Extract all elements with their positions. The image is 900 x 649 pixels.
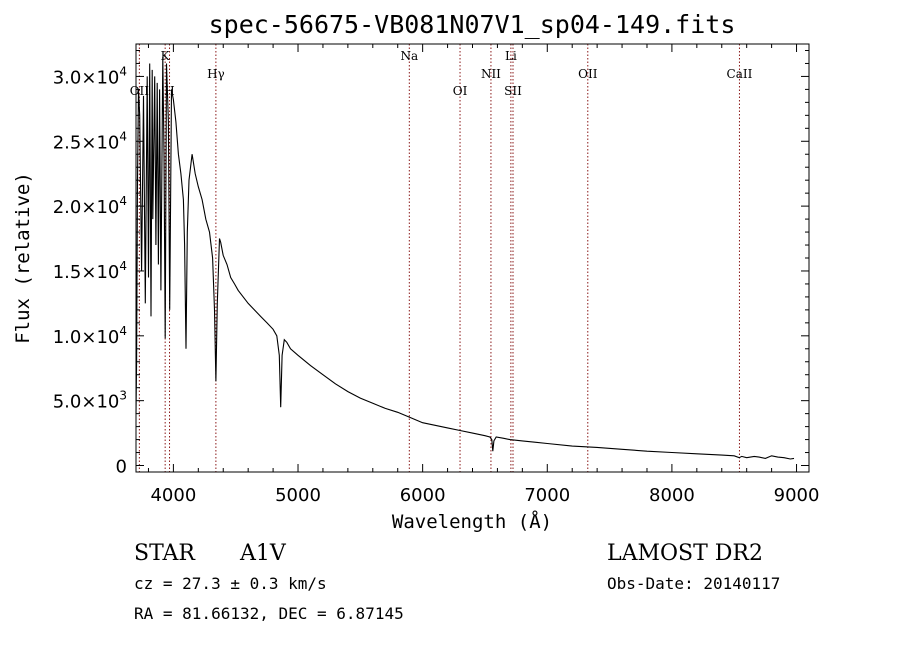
x-tick-label-7000: 7000 xyxy=(524,485,570,506)
x-tick-label-9000: 9000 xyxy=(774,485,820,506)
label-oi-5: OI xyxy=(453,84,468,98)
y-tick-label-25000: 2.5×104 xyxy=(53,129,127,153)
label-li-7: Li xyxy=(505,49,517,63)
x-tick-label-6000: 6000 xyxy=(400,485,446,506)
observation-date: Obs-Date: 20140117 xyxy=(607,574,780,593)
x-tick-label-4000: 4000 xyxy=(150,485,196,506)
chart-title: spec-56675-VB081N07V1_sp04-149.fits xyxy=(209,10,736,39)
y-tick-label-5000: 5.0×103 xyxy=(53,389,127,413)
label-na-4: Na xyxy=(400,49,418,63)
x-tick-label-8000: 8000 xyxy=(649,485,695,506)
label-oii-9: OII xyxy=(578,67,598,81)
y-tick-label-15000: 1.5×104 xyxy=(53,259,127,283)
y-tick-label-10000: 1.0×104 xyxy=(53,324,127,348)
ra-dec-coordinates: RA = 81.66132, DEC = 6.87145 xyxy=(134,604,404,623)
y-axis-ticks: 0 5.0×103 1.0×104 1.5×104 2.0×104 2.5×104 3.0×… xyxy=(53,49,809,478)
spectral-line-markers xyxy=(138,44,740,472)
label-sii-8: SII xyxy=(504,84,522,98)
survey-name: LAMOST DR2 xyxy=(607,541,763,566)
label-k-1: K xyxy=(161,49,171,63)
y-tick-label-20000: 2.0×104 xyxy=(53,194,127,218)
object-class: STAR xyxy=(134,541,196,566)
y-tick-label-30000: 3.0×104 xyxy=(53,64,127,88)
spectral-line-labels: OII K H Hγ Na OI NII Li SII OII CaII xyxy=(130,49,753,98)
label-nii-6: NII xyxy=(481,67,501,81)
spectrum-line xyxy=(135,56,795,460)
label-caii-10: CaII xyxy=(727,67,753,81)
object-subclass: A1V xyxy=(239,541,287,566)
x-tick-label-5000: 5000 xyxy=(275,485,321,506)
redshift-velocity: cz = 27.3 ± 0.3 km/s xyxy=(134,574,327,593)
y-axis-label: Flux (relative) xyxy=(12,172,34,344)
y-tick-label-0: 0 xyxy=(116,457,127,478)
label-h-2: H xyxy=(164,84,174,98)
label-oii-0: OII xyxy=(130,84,150,98)
x-axis-ticks: 4000 5000 6000 7000 8000 9000 xyxy=(147,44,820,506)
plot-frame xyxy=(135,43,810,473)
x-axis-label: Wavelength (Å) xyxy=(392,510,552,533)
label-hγ-3: Hγ xyxy=(207,67,225,81)
